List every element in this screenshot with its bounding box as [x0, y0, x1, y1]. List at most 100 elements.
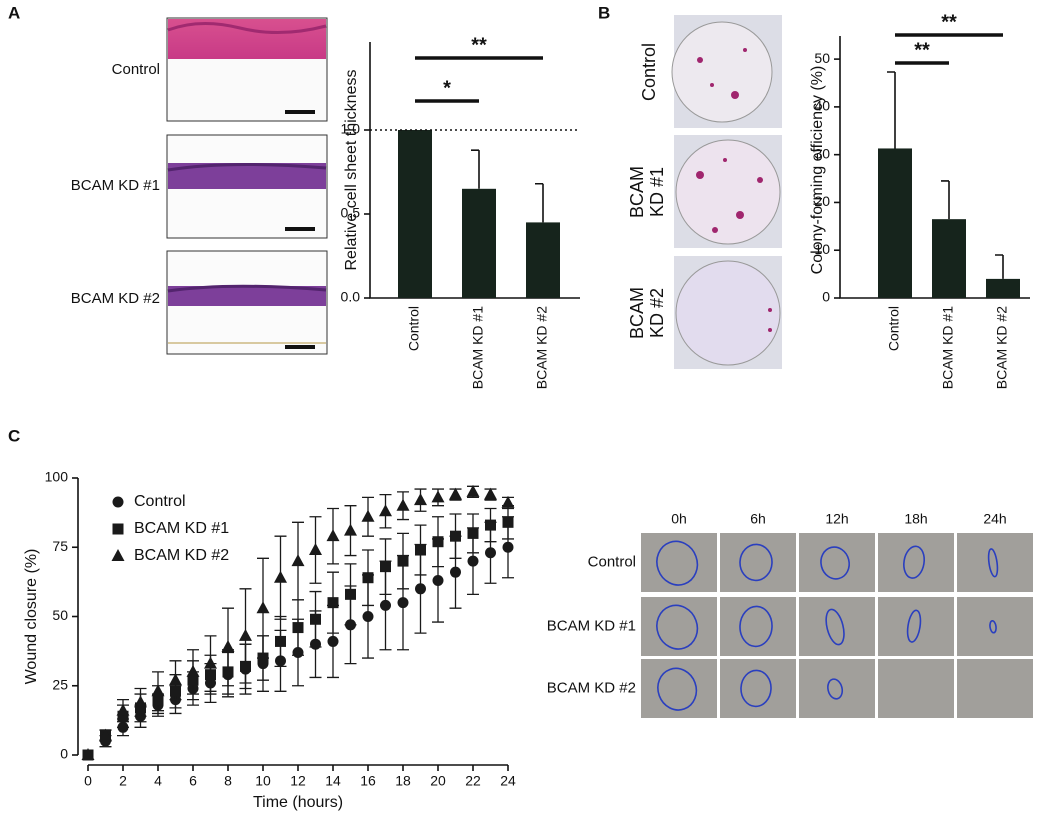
wound-outline — [820, 546, 850, 580]
y-tick-label: 0.0 — [341, 289, 361, 305]
x-tick-label: 16 — [360, 773, 376, 789]
point — [432, 536, 444, 548]
wound-outline — [906, 609, 922, 643]
column-label: 24h — [983, 511, 1006, 527]
x-tick-label: BCAM KD #1 — [470, 306, 486, 389]
significance-label: ** — [941, 11, 957, 33]
point — [467, 527, 479, 539]
wound-photo — [641, 597, 717, 656]
x-tick-label: 12 — [290, 773, 306, 789]
x-tick-label: 8 — [224, 773, 232, 789]
column-label: 0h — [671, 511, 687, 527]
y-tick-label: 10 — [814, 241, 830, 257]
point — [501, 495, 515, 508]
wound-photo — [720, 533, 796, 592]
legend-marker — [112, 523, 124, 535]
point — [484, 487, 497, 500]
x-tick-label: BCAM KD #1 — [940, 306, 956, 389]
column-label: 18h — [904, 511, 927, 527]
y-tick-label: 0 — [822, 289, 830, 305]
point — [169, 673, 182, 686]
y-tick-label: 25 — [52, 676, 68, 692]
point — [239, 628, 252, 641]
point — [362, 572, 374, 584]
y-tick-label: 75 — [52, 538, 68, 554]
wound-photo — [957, 597, 1033, 656]
x-axis-label: Time (hours) — [253, 794, 343, 811]
wound-photo — [799, 597, 875, 656]
error-bar — [941, 180, 950, 220]
point — [345, 588, 356, 600]
y-tick-label: 50 — [52, 607, 68, 623]
significance-label: ** — [471, 34, 487, 56]
point — [466, 484, 480, 497]
point — [344, 523, 357, 536]
point — [99, 728, 112, 741]
image-row-label: KD #2 — [647, 288, 667, 338]
point — [327, 597, 339, 609]
bar — [878, 148, 912, 298]
wound-outline — [657, 667, 698, 711]
point — [396, 498, 410, 511]
wound-outline — [740, 669, 772, 708]
point — [380, 561, 391, 573]
sheet-images — [166, 17, 328, 355]
row-label: BCAM KD #1 — [547, 617, 636, 634]
image-row-label: Control — [639, 43, 659, 101]
y-axis-label: Relative cell sheet thickness — [343, 70, 360, 271]
point — [467, 555, 479, 567]
y-tick-label: 100 — [45, 469, 69, 485]
error-bar — [535, 182, 544, 223]
wound-images: 0h 6h 12h 18h 24h Control BCAM KD #1 BCAM KD #2 — [547, 511, 1033, 718]
point — [274, 570, 287, 583]
point — [310, 613, 321, 625]
image-row-label: BCAM KD #1 — [71, 177, 160, 194]
image-row-label: BCAM — [627, 166, 647, 218]
significance-label: ** — [914, 39, 930, 61]
y-tick-label: 0 — [60, 746, 68, 762]
point — [186, 664, 200, 677]
x-tick-label: 18 — [395, 773, 411, 789]
legend-label: Control — [134, 493, 186, 510]
y-tick-label: 30 — [814, 145, 830, 161]
panel-label: B — [598, 3, 610, 22]
column-label: 6h — [750, 511, 766, 527]
point — [415, 544, 426, 556]
legend-label: BCAM KD #2 — [134, 547, 229, 564]
wound-photo — [878, 533, 954, 592]
legend-label: BCAM KD #1 — [134, 520, 229, 537]
y-axis-label: Wound closure (%) — [23, 549, 40, 685]
point — [397, 597, 409, 609]
x-tick-label: 0 — [84, 773, 92, 789]
panel-label: C — [8, 426, 20, 445]
x-tick-label: 10 — [255, 773, 271, 789]
point — [431, 490, 445, 503]
point — [275, 635, 286, 647]
y-tick-label: 1.0 — [341, 121, 361, 137]
image-row-label: Control — [112, 61, 160, 78]
point — [134, 695, 147, 708]
point — [362, 611, 374, 622]
bar — [398, 130, 432, 298]
point — [449, 487, 462, 500]
x-tick-label: 22 — [465, 773, 481, 789]
wound-photo — [641, 533, 717, 592]
wound-outline — [989, 620, 997, 634]
point — [450, 530, 461, 542]
y-tick-label: 0.5 — [341, 205, 361, 221]
column-label: 12h — [825, 511, 848, 527]
point — [380, 599, 391, 611]
wound-photo — [957, 659, 1033, 718]
x-tick-label: 6 — [189, 773, 197, 789]
error-bar — [887, 71, 896, 149]
y-tick-label: 20 — [814, 193, 830, 209]
legend-marker — [111, 549, 125, 561]
wound-outline — [825, 608, 845, 646]
wound-outline — [903, 545, 926, 579]
point — [502, 516, 514, 528]
point — [151, 684, 165, 697]
point — [116, 703, 130, 716]
row-label: BCAM KD #2 — [547, 679, 636, 696]
wound-outline — [739, 543, 773, 582]
point — [485, 519, 496, 531]
